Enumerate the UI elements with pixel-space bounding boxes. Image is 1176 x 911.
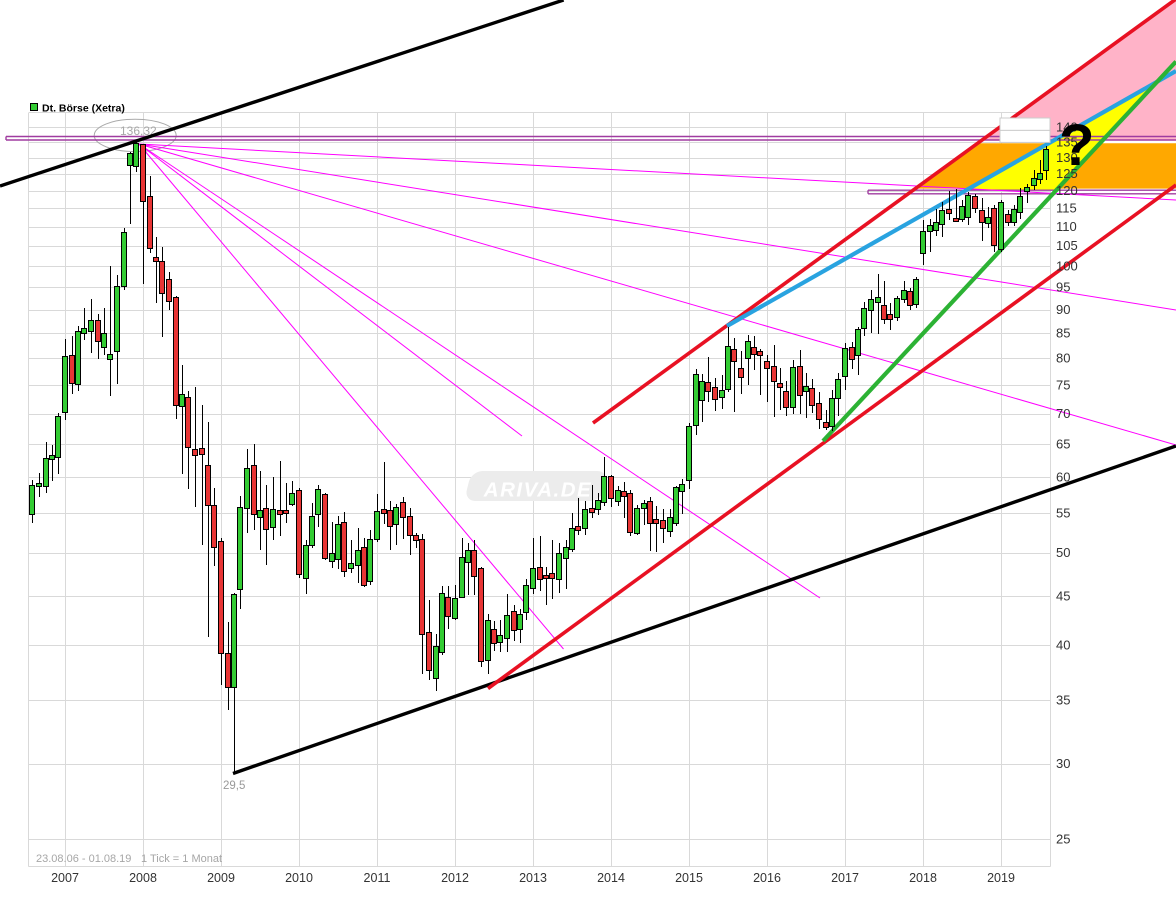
svg-text:25: 25 [1056,832,1070,847]
svg-text:120: 120 [1056,183,1078,198]
svg-text:23.08.06 - 01.08.19: 23.08.06 - 01.08.19 [36,853,131,865]
svg-text:2015: 2015 [675,871,703,885]
svg-text:2017: 2017 [831,871,859,885]
svg-text:2013: 2013 [519,871,547,885]
svg-text:Dt. Börse (Xetra): Dt. Börse (Xetra) [42,103,125,115]
svg-text:2011: 2011 [364,871,391,885]
svg-text:80: 80 [1056,351,1070,366]
svg-text:85: 85 [1056,326,1070,341]
svg-text:100: 100 [1056,258,1078,273]
svg-text:1 Tick = 1 Monat: 1 Tick = 1 Monat [141,853,222,865]
svg-text:2010: 2010 [285,871,313,885]
svg-text:130: 130 [1056,150,1078,165]
svg-text:2018: 2018 [909,871,937,885]
svg-text:40: 40 [1056,637,1070,652]
svg-text:110: 110 [1056,219,1077,234]
svg-text:50: 50 [1056,545,1070,560]
svg-text:?: ? [1059,113,1094,178]
svg-text:136,32: 136,32 [120,124,157,138]
svg-text:60: 60 [1056,470,1070,485]
svg-text:45: 45 [1056,589,1070,604]
svg-text:2019: 2019 [987,871,1015,885]
svg-text:35: 35 [1056,693,1070,708]
svg-text:2007: 2007 [51,871,79,885]
svg-text:75: 75 [1056,377,1070,392]
svg-text:140: 140 [1056,119,1078,134]
svg-text:2008: 2008 [129,871,157,885]
svg-text:2009: 2009 [207,871,235,885]
svg-text:55: 55 [1056,506,1070,521]
svg-text:90: 90 [1056,302,1070,317]
svg-text:70: 70 [1056,406,1070,421]
svg-text:115: 115 [1056,201,1077,216]
svg-text:2012: 2012 [441,871,469,885]
svg-text:65: 65 [1056,437,1070,452]
svg-text:105: 105 [1056,238,1078,253]
svg-text:30: 30 [1056,756,1070,771]
svg-text:29,5: 29,5 [223,780,245,792]
svg-text:95: 95 [1056,280,1070,295]
svg-text:125: 125 [1056,166,1078,181]
svg-text:135: 135 [1056,134,1078,149]
svg-text:ARIVA.DE: ARIVA.DE [483,479,592,502]
svg-text:2014: 2014 [597,871,625,885]
svg-text:2016: 2016 [753,871,781,885]
